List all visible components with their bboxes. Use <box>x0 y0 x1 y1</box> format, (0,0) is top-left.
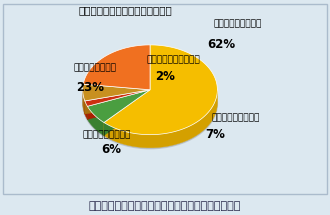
Text: 62%: 62% <box>207 38 235 51</box>
Text: ある程度感じている: ある程度感じている <box>214 20 262 29</box>
Polygon shape <box>83 90 85 114</box>
Text: 7%: 7% <box>206 128 225 141</box>
Text: 6%: 6% <box>101 143 121 156</box>
Polygon shape <box>85 90 150 106</box>
Text: 保護司を対象としたアンケート結果（令和３年度）: 保護司を対象としたアンケート結果（令和３年度） <box>89 201 241 211</box>
Text: ほとんど感じていない: ほとんど感じていない <box>146 55 200 64</box>
Polygon shape <box>104 91 217 148</box>
Text: とても感じている: とても感じている <box>73 63 116 72</box>
Polygon shape <box>104 45 217 135</box>
Text: どちらともいえない: どちらともいえない <box>83 130 131 139</box>
Polygon shape <box>83 84 150 101</box>
Polygon shape <box>83 45 150 90</box>
Polygon shape <box>85 90 150 114</box>
Text: あまり感じていない: あまり感じていない <box>212 113 260 122</box>
Polygon shape <box>87 106 104 136</box>
Polygon shape <box>87 90 150 123</box>
Text: 2%: 2% <box>155 70 175 83</box>
Polygon shape <box>104 90 150 136</box>
Polygon shape <box>87 90 150 119</box>
Text: 23%: 23% <box>76 81 104 94</box>
Polygon shape <box>85 101 87 119</box>
Ellipse shape <box>83 59 217 149</box>
Polygon shape <box>87 90 150 119</box>
Text: 保護観察終了対象者の今後に不安: 保護観察終了対象者の今後に不安 <box>79 6 173 16</box>
Polygon shape <box>104 90 150 136</box>
Polygon shape <box>85 90 150 114</box>
